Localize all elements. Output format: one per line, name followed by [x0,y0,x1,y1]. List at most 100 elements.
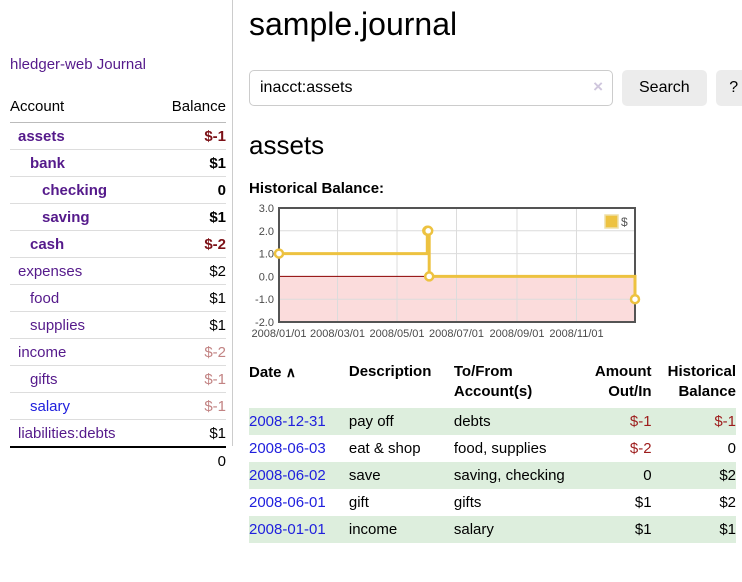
plot-border [278,207,636,323]
account-link[interactable]: bank [30,155,66,172]
y-tick-label: -2.0 [255,317,274,329]
account-link[interactable]: supplies [30,317,86,334]
register-row: 2008-06-01 gift gifts $1 $2 [249,489,736,516]
legend-label: $ [621,215,628,229]
data-point-marker [423,271,435,282]
transaction-amount: $1 [634,521,652,538]
account-link[interactable]: cash [30,236,65,253]
transaction-balance: $2 [719,494,736,511]
account-balance: $-2 [204,344,226,361]
register-header-row: Date ∧ Description To/From Account(s) Am… [249,360,736,408]
account-balance: $1 [209,425,226,442]
account-link[interactable]: checking [42,182,108,199]
balance-column-header: Balance [171,98,226,115]
transaction-balance: 0 [727,440,736,457]
search-form: × Search ? [249,70,742,106]
y-tick-label: 2.0 [259,226,274,238]
account-link[interactable]: gifts [30,371,58,388]
app-title-link[interactable]: hledger-web [10,56,93,73]
x-tick-label: 2008/09/01 [489,328,544,340]
sidebar-account-checking: checking 0 [10,176,226,203]
account-link[interactable]: assets [18,128,65,145]
transaction-accounts: saving, checking [453,467,565,484]
search-input[interactable] [249,70,613,106]
transaction-description: eat & shop [348,440,421,457]
sidebar-account-supplies: supplies $1 [10,311,226,338]
transaction-date-link[interactable]: 2008-06-03 [249,440,326,457]
sidebar-account-bank: bank $1 [10,149,226,176]
date-column-header[interactable]: Date ∧ [249,364,296,381]
amount-column-header: Amount Out/In [594,363,652,400]
accounts-total-value: 0 [217,453,226,470]
sidebar-item-journal[interactable]: Journal [96,56,146,73]
register-row: 2008-01-01 income salary $1 $1 [249,516,736,543]
account-column-header: Account [10,98,65,115]
transaction-amount: 0 [643,467,652,484]
transaction-date-link[interactable]: 2008-12-31 [249,413,326,430]
clear-search-icon[interactable]: × [593,77,603,96]
x-tick-label: 2008/11/01 [549,328,603,340]
sidebar-account-liabilities-debts: liabilities:debts $1 [10,419,226,446]
main-content: sample.journal × Search ? assets Histori… [233,0,742,543]
account-balance: $-1 [204,371,226,388]
search-button[interactable]: Search [622,70,707,106]
chart-container: $3.0 2.0 1.0 0.0 -1.0 -2.0 2008/01/01 2008/03/0… [249,202,742,346]
sidebar-account-saving: saving $1 [10,203,226,230]
data-point-marker [629,293,641,305]
y-tick-label: -1.0 [255,294,274,306]
search-box: × [249,70,613,106]
help-button[interactable]: ? [715,70,742,106]
transaction-description: pay off [348,413,394,430]
transaction-accounts: food, supplies [453,440,547,457]
account-balance: $1 [209,155,226,172]
account-link[interactable]: food [30,290,60,307]
account-balance: 0 [217,182,226,199]
account-link[interactable]: liabilities:debts [18,425,116,442]
transaction-accounts: salary [453,521,494,538]
account-balance: $1 [209,317,226,334]
account-balance: $-1 [204,398,226,415]
transaction-description: gift [348,494,369,511]
chart-title: Historical Balance: [249,180,385,197]
x-tick-label: 2008/01/01 [251,328,306,340]
account-balance: $-2 [204,236,226,253]
sidebar-account-food: food $1 [10,284,226,311]
account-balance: $-1 [204,128,226,145]
transaction-balance: $2 [719,467,736,484]
sidebar-account-gifts: gifts $-1 [10,365,226,392]
legend-swatch [604,214,619,229]
register-table: Date ∧ Description To/From Account(s) Am… [249,360,736,543]
sort-asc-icon: ∧ [285,364,296,380]
account-heading: assets [249,130,325,160]
transaction-amount: $-2 [629,440,652,457]
account-balance: $1 [209,290,226,307]
y-tick-label: 3.0 [259,203,274,215]
page-title: sample.journal [249,6,458,42]
x-tick-label: 2008/05/01 [369,328,424,340]
sidebar-account-cash: cash $-2 [10,230,226,257]
transaction-date-link[interactable]: 2008-06-02 [249,467,326,484]
account-balance: $2 [209,263,226,280]
sidebar-account-income: income $-2 [10,338,226,365]
accounts-total-row: 0 [10,446,226,474]
account-balance: $1 [209,209,226,226]
sidebar-account-salary: salary $-1 [10,392,226,419]
register-row: 2008-06-03 eat & shop food, supplies $-2… [249,435,736,462]
y-tick-label: 1.0 [259,249,274,261]
transaction-balance: $-1 [714,413,736,430]
transaction-balance: $1 [719,521,736,538]
transaction-description: save [348,467,381,484]
account-link[interactable]: salary [30,398,71,415]
transaction-date-link[interactable]: 2008-06-01 [249,494,326,511]
transaction-accounts: debts [453,413,491,430]
transaction-amount: $-1 [629,413,652,430]
transaction-date-link[interactable]: 2008-01-01 [249,521,326,538]
account-link[interactable]: saving [42,209,90,226]
account-link[interactable]: expenses [18,263,83,280]
account-link[interactable]: income [18,344,67,361]
register-row: 2008-06-02 save saving, checking 0 $2 [249,462,736,489]
accounts-column-header: To/From Account(s) [453,363,533,400]
description-column-header: Description [348,363,432,380]
page: hledger-web Journal Account Balance asse… [10,0,742,543]
